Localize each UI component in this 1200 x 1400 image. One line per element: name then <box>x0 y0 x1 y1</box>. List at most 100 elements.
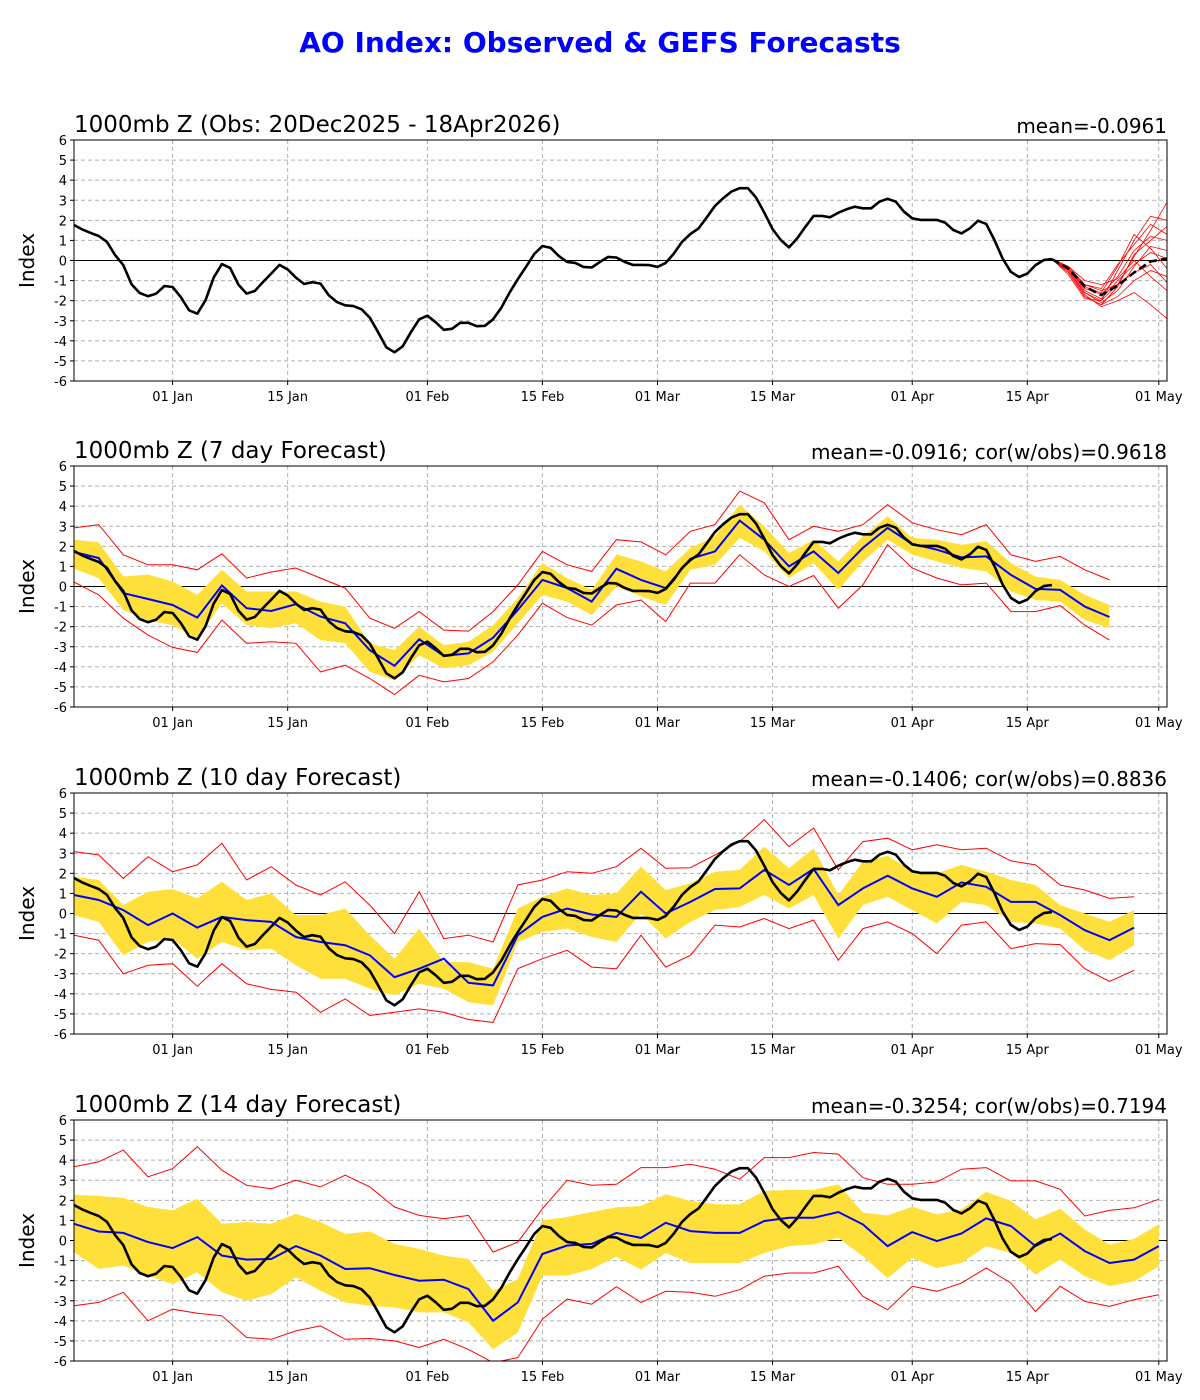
x-tick-label: 15 Apr <box>1006 1043 1050 1058</box>
y-tick-label: 4 <box>59 174 67 189</box>
y-tick-label: 5 <box>59 807 67 822</box>
x-tick-label: 01 Feb <box>406 716 450 731</box>
panel-stats: mean=-0.0961 <box>1016 114 1167 138</box>
min-line <box>74 1265 1159 1361</box>
y-tick-label: -6 <box>54 701 67 716</box>
x-tick-label: 15 Mar <box>750 1043 796 1058</box>
y-tick-label: -4 <box>54 335 67 350</box>
x-tick-label: 01 Feb <box>406 1370 450 1385</box>
x-tick-label: 01 Apr <box>891 1043 935 1058</box>
y-tick-label: 3 <box>59 847 67 862</box>
y-tick-label: 0 <box>59 255 67 270</box>
y-tick-label: 6 <box>59 134 67 149</box>
x-tick-label: 01 Jan <box>152 716 193 731</box>
x-tick-label: 15 Apr <box>1006 1370 1050 1385</box>
y-axis-label: Index <box>15 559 39 614</box>
y-tick-label: 2 <box>59 214 67 229</box>
y-tick-label: -1 <box>54 928 67 943</box>
y-tick-label: -5 <box>54 681 67 696</box>
plot-area <box>74 1146 1160 1361</box>
ensemble-member-line <box>1051 223 1167 290</box>
plot-area <box>74 490 1110 696</box>
y-tick-label: 2 <box>59 540 67 555</box>
forecast-mean-line <box>74 519 1110 668</box>
x-tick-label: 15 Jan <box>267 1370 308 1385</box>
x-tick-label: 15 Mar <box>750 716 796 731</box>
y-tick-label: 5 <box>59 480 67 495</box>
y-tick-label: 1 <box>59 234 67 249</box>
axes-frame <box>73 792 1168 1035</box>
y-tick-label: -3 <box>54 641 67 656</box>
max-line <box>74 490 1110 632</box>
y-tick-label: 3 <box>59 1174 67 1189</box>
y-tick-label: -4 <box>54 988 67 1003</box>
y-tick-label: 0 <box>59 581 67 596</box>
panel-2: -6 -5 -4 -3 -2 -1 0 1 2 3 4 5 6 01 Jan 15 Jan 01 Feb 15 … <box>15 438 1183 731</box>
plot-area <box>74 818 1135 1023</box>
x-tick-label: 15 Apr <box>1006 716 1050 731</box>
y-tick-label: -1 <box>54 601 67 616</box>
panel-3: -6 -5 -4 -3 -2 -1 0 1 2 3 4 5 6 01 Jan 15 Jan 01 Feb 15 … <box>15 765 1183 1058</box>
x-tick-label: 01 Apr <box>891 716 935 731</box>
panel-title: 1000mb Z (10 day Forecast) <box>74 765 401 791</box>
y-tick-label: 4 <box>59 1154 67 1169</box>
y-tick-label: -6 <box>54 1028 67 1043</box>
ensemble-member-line <box>1051 258 1167 291</box>
y-tick-label: -5 <box>54 1335 67 1350</box>
x-tick-label: 01 Feb <box>406 1043 450 1058</box>
x-tick-label: 15 Feb <box>521 390 565 405</box>
panel-stats: mean=-0.1406; cor(w/obs)=0.8836 <box>811 767 1167 791</box>
x-tick-label: 15 Jan <box>267 716 308 731</box>
x-tick-label: 15 Feb <box>521 716 565 731</box>
y-tick-label: -2 <box>54 621 67 636</box>
panel-1: -6 -5 -4 -3 -2 -1 0 1 2 3 4 5 6 01 Jan 15 Jan 01 Feb 15 … <box>15 112 1183 405</box>
y-tick-label: 1 <box>59 560 67 575</box>
y-tick-label: 0 <box>59 908 67 923</box>
y-tick-label: 3 <box>59 520 67 535</box>
observed-line <box>74 186 1053 354</box>
x-tick-label: 01 Mar <box>635 1043 681 1058</box>
y-tick-label: -3 <box>54 1295 67 1310</box>
y-axis-label: Index <box>15 886 39 941</box>
x-tick-label: 15 Feb <box>521 1043 565 1058</box>
x-tick-label: 01 Mar <box>635 1370 681 1385</box>
y-tick-label: -3 <box>54 968 67 983</box>
axes-frame <box>73 139 1168 382</box>
max-line <box>74 1146 1159 1253</box>
x-tick-label: 15 Feb <box>521 1370 565 1385</box>
observed-line <box>74 1166 1053 1334</box>
x-tick-label: 01 Jan <box>152 390 193 405</box>
y-tick-label: 1 <box>59 887 67 902</box>
y-tick-label: 4 <box>59 827 67 842</box>
y-tick-label: -2 <box>54 1275 67 1290</box>
y-tick-label: -1 <box>54 275 67 290</box>
y-axis-label: Index <box>15 1213 39 1268</box>
y-tick-label: 2 <box>59 1194 67 1209</box>
observed-line <box>74 512 1053 680</box>
x-tick-label: 01 Jan <box>152 1043 193 1058</box>
x-tick-label: 01 Apr <box>891 390 935 405</box>
y-tick-label: -2 <box>54 948 67 963</box>
y-tick-label: -3 <box>54 315 67 330</box>
x-tick-label: 15 Mar <box>750 1370 796 1385</box>
panel-4: -6 -5 -4 -3 -2 -1 0 1 2 3 4 5 6 01 Jan 15 Jan 01 Feb 15 … <box>15 1092 1183 1385</box>
page-title: AO Index: Observed & GEFS Forecasts <box>299 26 901 59</box>
observed-line <box>74 839 1053 1007</box>
panel-title: 1000mb Z (14 day Forecast) <box>74 1092 401 1118</box>
spread-band <box>74 1184 1159 1350</box>
y-tick-label: -1 <box>54 1255 67 1270</box>
y-tick-label: 4 <box>59 500 67 515</box>
y-tick-label: 0 <box>59 1235 67 1250</box>
panel-title: 1000mb Z (7 day Forecast) <box>74 438 387 464</box>
y-tick-label: -5 <box>54 1008 67 1023</box>
y-tick-label: 5 <box>59 154 67 169</box>
y-tick-label: 6 <box>59 460 67 475</box>
y-tick-label: -6 <box>54 375 67 390</box>
panel-title: 1000mb Z (Obs: 20Dec2025 - 18Apr2026) <box>74 112 560 138</box>
ensemble-member-line <box>1051 245 1167 304</box>
panel-stats: mean=-0.3254; cor(w/obs)=0.7194 <box>811 1094 1167 1118</box>
x-tick-label: 01 May <box>1135 716 1183 731</box>
y-tick-label: -5 <box>54 355 67 370</box>
